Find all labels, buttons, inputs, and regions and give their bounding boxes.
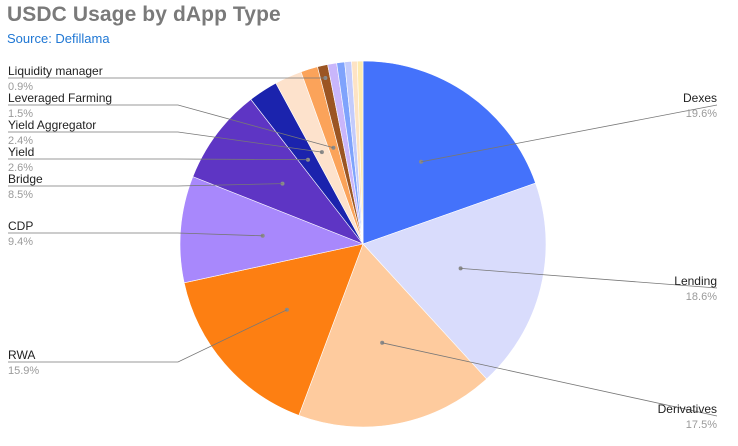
label-percent-yield: 2.6% <box>8 162 33 174</box>
label-percent-lending: 18.6% <box>686 291 717 303</box>
leader-line-cdp <box>8 232 263 237</box>
label-name-liquidity-manager: Liquidity manager <box>8 64 103 78</box>
label-percent-derivatives: 17.5% <box>686 419 717 431</box>
label-name-dexes: Dexes <box>683 91 717 105</box>
pie-slice-bridge <box>192 98 364 245</box>
pie-slice-rwa <box>183 243 364 416</box>
pie-slice-cdp <box>179 176 365 284</box>
label-percent-dexes: 19.6% <box>686 108 717 120</box>
leader-line-lending <box>460 268 718 289</box>
label-name-leveraged-farming: Leveraged Farming <box>8 91 112 105</box>
leader-line-rwa <box>8 309 288 363</box>
label-name-cdp: CDP <box>8 219 33 233</box>
leader-line-dexes <box>421 104 718 163</box>
pie-slice-derivatives <box>298 243 488 428</box>
label-percent-rwa: 15.9% <box>8 365 39 377</box>
leader-line-yield-aggregator <box>8 131 322 153</box>
label-name-bridge: Bridge <box>8 172 43 186</box>
leader-line-yield <box>8 158 309 161</box>
pie-slice-lending <box>362 182 547 380</box>
leader-lines <box>8 76 718 417</box>
label-name-rwa: RWA <box>8 348 35 362</box>
leader-line-leveraged-farming <box>8 104 334 149</box>
label-percent-cdp: 9.4% <box>8 236 33 248</box>
pie-slices <box>179 60 547 428</box>
leader-line-bridge <box>8 183 283 187</box>
label-percent-liquidity-manager: 0.9% <box>8 81 33 93</box>
label-name-yield-aggregator: Yield Aggregator <box>8 118 96 132</box>
label-percent-bridge: 8.5% <box>8 189 33 201</box>
slice-labels: Dexes 19.6% Lending 18.6% Derivatives 17.5% RW… <box>8 64 717 431</box>
label-name-derivatives: Derivatives <box>658 402 717 416</box>
pie-slice-minor-14 <box>356 60 364 245</box>
label-percent-leveraged-farming: 1.5% <box>8 108 33 120</box>
chart-subtitle: Source: Defillama <box>7 31 110 46</box>
label-name-lending: Lending <box>674 274 717 288</box>
label-name-yield: Yield <box>8 145 34 159</box>
label-percent-yield-aggregator: 2.4% <box>8 135 33 147</box>
leader-line-derivatives <box>382 342 718 417</box>
chart-title: USDC Usage by dApp Type <box>7 3 281 26</box>
